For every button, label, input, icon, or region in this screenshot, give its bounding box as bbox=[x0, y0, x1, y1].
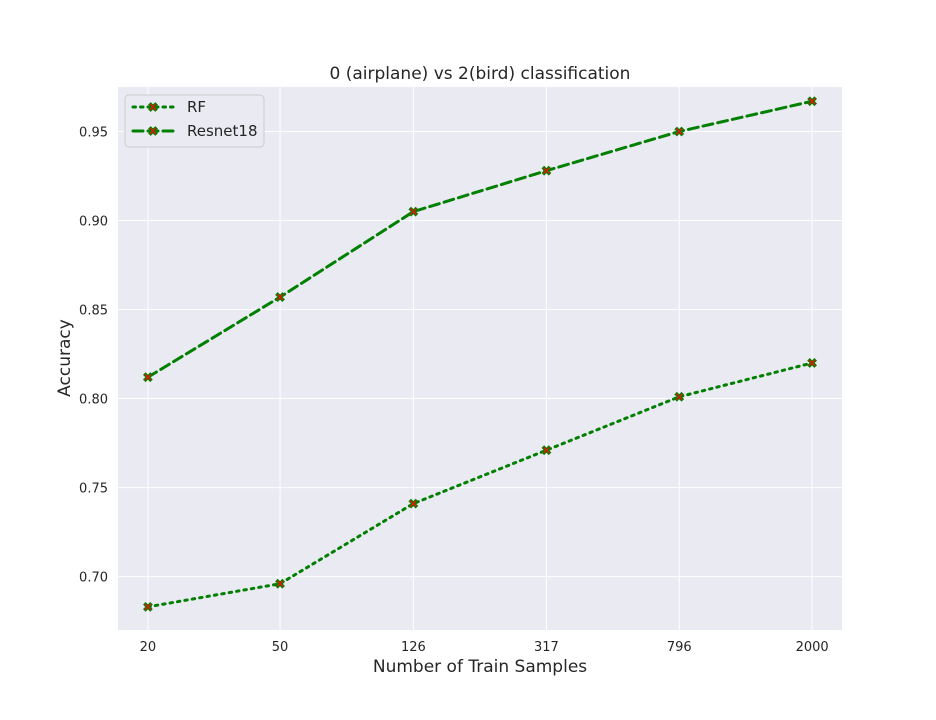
legend-item-resnet18: Resnet18 bbox=[131, 122, 258, 140]
data-point-marker bbox=[541, 165, 552, 176]
data-point-marker bbox=[275, 292, 285, 302]
data-point-marker bbox=[408, 206, 419, 217]
legend-marker-rf bbox=[148, 102, 158, 112]
data-point-marker bbox=[142, 601, 153, 612]
legend-box bbox=[124, 94, 265, 148]
data-point-marker bbox=[674, 391, 685, 402]
data-point-marker bbox=[807, 358, 818, 368]
x-tick-label: 50 bbox=[272, 640, 289, 655]
data-point-marker bbox=[408, 498, 419, 509]
y-axis-label: Accuracy bbox=[55, 319, 75, 397]
series-line-rf bbox=[146, 361, 814, 609]
data-point-marker bbox=[142, 372, 153, 383]
data-point-marker bbox=[674, 126, 685, 137]
data-point-marker bbox=[275, 578, 285, 589]
x-tick-label: 796 bbox=[667, 640, 692, 655]
legend: RF Resnet18 bbox=[124, 94, 265, 148]
data-point-marker bbox=[807, 96, 818, 107]
series-line-resnet18 bbox=[146, 99, 814, 379]
legend-marker-resnet18 bbox=[148, 126, 158, 136]
x-tick-label: 20 bbox=[140, 640, 157, 655]
series-lines bbox=[146, 99, 814, 609]
legend-item-rf: RF bbox=[131, 98, 206, 116]
data-point-marker bbox=[541, 445, 552, 456]
y-tick-label: 0.85 bbox=[79, 304, 108, 319]
tick-labels: 20 50 126 317 796 2000 0.70 0.75 0.80 0.85 0.90 0.9… bbox=[79, 126, 829, 655]
data-markers bbox=[142, 96, 818, 612]
y-tick-label: 0.80 bbox=[79, 393, 108, 408]
y-tick-label: 0.90 bbox=[79, 215, 108, 230]
x-tick-label: 126 bbox=[401, 640, 426, 655]
y-tick-label: 0.95 bbox=[79, 126, 108, 141]
x-tick-label: 2000 bbox=[796, 640, 829, 655]
legend-label-rf: RF bbox=[187, 98, 206, 116]
y-tick-label: 0.70 bbox=[79, 571, 108, 586]
legend-label-resnet18: Resnet18 bbox=[187, 122, 258, 140]
plot-area bbox=[118, 87, 842, 630]
chart-title: 0 (airplane) vs 2(bird) classification bbox=[330, 64, 631, 84]
x-tick-label: 317 bbox=[534, 640, 559, 655]
x-axis-label: Number of Train Samples bbox=[373, 657, 587, 677]
y-tick-label: 0.75 bbox=[79, 482, 108, 497]
